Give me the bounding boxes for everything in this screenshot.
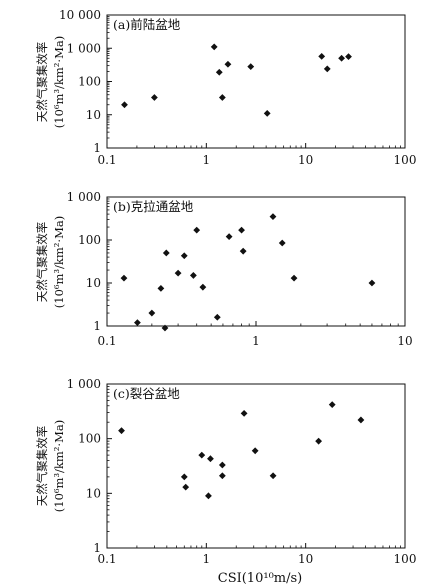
y-tick-label: 100 <box>78 233 101 247</box>
panel-title: (b)克拉通盆地 <box>113 199 194 214</box>
data-point <box>251 447 259 455</box>
y-tick-label: 1 000 <box>67 41 101 55</box>
data-point <box>238 226 245 234</box>
data-point <box>338 54 345 62</box>
data-point <box>218 472 226 480</box>
data-point <box>120 274 128 282</box>
data-point <box>323 65 331 73</box>
y-tick-label: 10 <box>86 276 101 290</box>
x-tick-label: 0.1 <box>97 334 116 348</box>
x-tick-label: 100 <box>394 552 417 566</box>
data-point <box>278 239 286 247</box>
data-point <box>247 63 255 71</box>
data-point <box>134 319 141 326</box>
y-tick-label: 100 <box>78 432 101 446</box>
y-tick-label: 1 <box>93 319 101 333</box>
y-tick-label: 10 000 <box>59 8 101 22</box>
data-point <box>225 233 233 240</box>
data-point <box>150 94 158 101</box>
y-axis-unit: (10⁶m³/km²·Ma) <box>52 36 66 128</box>
data-point <box>174 269 182 277</box>
data-point <box>210 43 218 51</box>
x-tick-label: 10 <box>298 153 313 167</box>
x-tick-label: 1 <box>203 153 211 167</box>
x-tick-label: 10 <box>397 334 412 348</box>
data-point <box>269 472 277 480</box>
plot-frame <box>106 383 406 549</box>
data-point <box>121 101 128 109</box>
data-point <box>118 427 125 435</box>
x-tick-label: 100 <box>394 153 417 167</box>
y-tick-label: 1 000 <box>67 190 101 204</box>
panel-title: (a)前陆盆地 <box>113 17 181 32</box>
data-point <box>240 409 248 417</box>
panel-title: (c)裂谷盆地 <box>113 386 180 401</box>
data-point <box>157 284 165 292</box>
data-point <box>368 279 376 287</box>
y-tick-label: 1 000 <box>67 377 101 391</box>
data-point <box>269 213 277 221</box>
data-point <box>213 313 221 321</box>
y-tick-label: 10 <box>86 108 101 122</box>
x-tick-label: 1 <box>203 552 211 566</box>
y-axis-label: 天然气聚集效率 <box>35 222 49 303</box>
data-point <box>198 451 206 459</box>
plot-frame <box>106 196 406 327</box>
y-axis-unit: (10⁶m³/km²·Ma) <box>52 216 66 308</box>
data-point <box>180 252 188 260</box>
y-axis-label: 天然气聚集效率 <box>35 42 49 123</box>
data-point <box>180 473 188 481</box>
data-point <box>357 416 365 424</box>
y-tick-label: 10 <box>86 486 101 500</box>
y-axis-label: 天然气聚集效率 <box>35 426 49 507</box>
data-point <box>182 483 190 491</box>
data-point <box>193 226 201 234</box>
data-point <box>224 60 232 68</box>
data-point <box>162 249 170 257</box>
data-point <box>218 94 226 101</box>
x-tick-label: 1 <box>252 334 260 348</box>
data-point <box>189 272 197 279</box>
data-point <box>239 247 247 255</box>
data-point <box>263 109 271 117</box>
data-point <box>328 401 336 408</box>
data-point <box>315 437 323 445</box>
y-tick-label: 1 <box>93 541 101 555</box>
data-point <box>318 52 326 60</box>
data-point <box>207 455 214 463</box>
data-point <box>215 68 223 76</box>
x-tick-label: 0.1 <box>97 153 116 167</box>
y-tick-label: 1 <box>93 141 101 155</box>
x-axis-label: CSI(10¹⁰m/s) <box>218 571 302 586</box>
plot-frame <box>106 14 406 149</box>
y-axis-unit: (10⁶m³/km²·Ma) <box>52 420 66 512</box>
x-tick-label: 0.1 <box>97 552 116 566</box>
y-tick-label: 100 <box>78 75 101 89</box>
x-tick-label: 10 <box>298 552 313 566</box>
data-point <box>199 283 207 291</box>
data-point <box>161 324 169 332</box>
data-point <box>290 274 298 282</box>
data-point <box>218 461 226 469</box>
data-point <box>148 309 156 317</box>
data-point <box>345 53 352 61</box>
data-point <box>205 492 212 500</box>
